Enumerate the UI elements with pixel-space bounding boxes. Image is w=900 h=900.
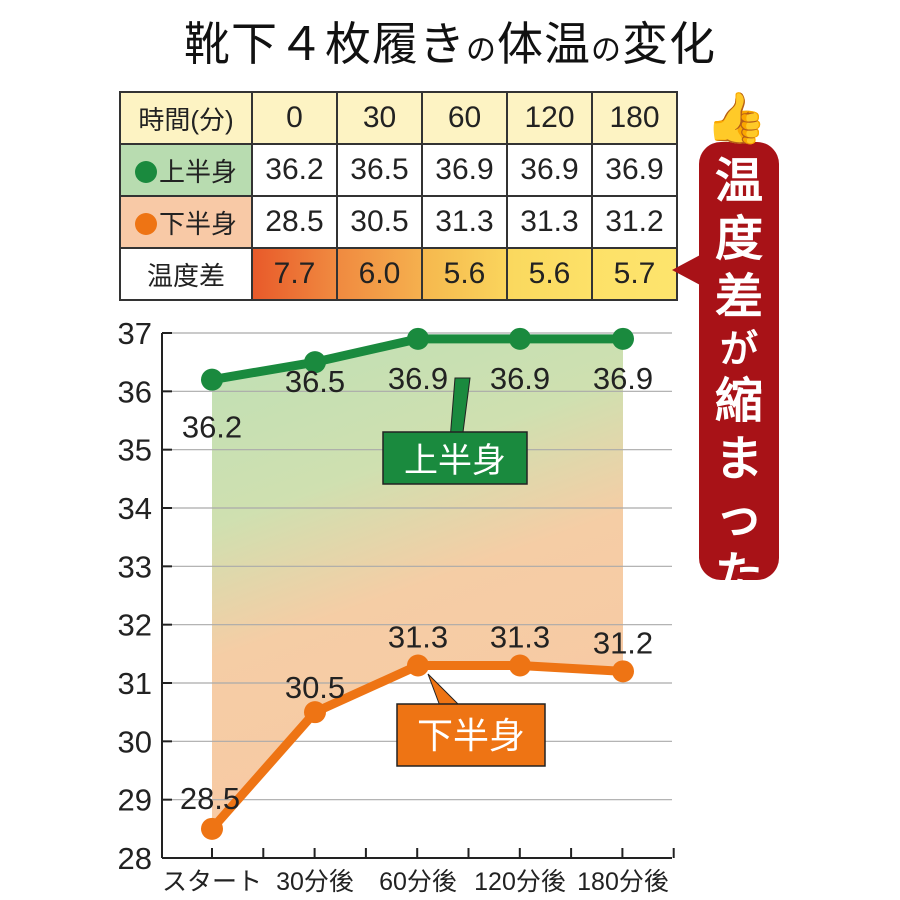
svg-text:180分後: 180分後 bbox=[577, 868, 669, 896]
axes: 37 36 35 34 33 32 31 30 29 28 スタート 30分後 60分後 120分後 180… bbox=[118, 316, 675, 896]
svg-text:30分後: 30分後 bbox=[276, 868, 354, 896]
svg-text:37: 37 bbox=[118, 316, 152, 351]
table-row-lower: 下半身 28.5 30.5 31.3 31.3 31.2 bbox=[119, 195, 678, 249]
legend-upper: 上半身 bbox=[382, 377, 528, 485]
svg-text:60分後: 60分後 bbox=[379, 868, 457, 896]
svg-text:33: 33 bbox=[118, 549, 152, 584]
svg-text:36: 36 bbox=[118, 374, 152, 409]
svg-text:120分後: 120分後 bbox=[474, 868, 566, 896]
svg-text:34: 34 bbox=[118, 491, 152, 526]
legend-lower: 下半身 bbox=[396, 673, 546, 767]
svg-text:36.5: 36.5 bbox=[285, 364, 345, 399]
svg-text:30.5: 30.5 bbox=[285, 670, 345, 705]
header-label: 時間(分) bbox=[119, 91, 253, 145]
svg-text:36.9: 36.9 bbox=[388, 361, 448, 396]
orange-dot-icon bbox=[134, 212, 157, 235]
svg-text:31.2: 31.2 bbox=[593, 625, 653, 660]
svg-text:28: 28 bbox=[118, 841, 152, 876]
svg-text:36.2: 36.2 bbox=[182, 410, 242, 445]
svg-text:36.9: 36.9 bbox=[490, 361, 550, 396]
table-row-time: 時間(分) 0 30 60 120 180 bbox=[119, 91, 678, 145]
data-labels: 36.2 36.5 36.9 36.9 36.9 28.5 30.5 31.3 31.3 31.2 bbox=[180, 361, 653, 816]
table-row-diff: 温度差 7.7 6.0 5.6 5.6 5.7 bbox=[119, 247, 678, 301]
svg-text:下半身: 下半身 bbox=[417, 716, 525, 757]
svg-text:上半身: 上半身 bbox=[404, 441, 506, 481]
svg-text:30: 30 bbox=[118, 724, 152, 759]
svg-text:スタート: スタート bbox=[162, 868, 262, 896]
green-dot-icon bbox=[134, 160, 157, 183]
svg-text:31.3: 31.3 bbox=[490, 620, 550, 655]
chart-title: 靴下４枚履きの体温の変化 bbox=[184, 17, 716, 71]
table-row-upper: 上半身 36.2 36.5 36.9 36.9 36.9 bbox=[119, 143, 678, 197]
callout-arrow bbox=[672, 254, 702, 286]
series bbox=[201, 327, 634, 840]
svg-text:31: 31 bbox=[118, 666, 152, 701]
svg-text:31.3: 31.3 bbox=[388, 620, 448, 655]
callout-box bbox=[699, 142, 779, 580]
svg-text:36.9: 36.9 bbox=[593, 361, 653, 396]
callout-text: 温度差が縮まった bbox=[714, 153, 763, 603]
svg-text:29: 29 bbox=[118, 783, 152, 818]
data-table: 時間(分) 0 30 60 120 180 上半身 36.2 36.5 36.9… bbox=[119, 91, 678, 301]
svg-text:32: 32 bbox=[118, 608, 152, 643]
thumbs-up-icon: 👍 bbox=[705, 89, 768, 147]
svg-text:28.5: 28.5 bbox=[180, 781, 240, 816]
svg-text:35: 35 bbox=[118, 433, 152, 468]
